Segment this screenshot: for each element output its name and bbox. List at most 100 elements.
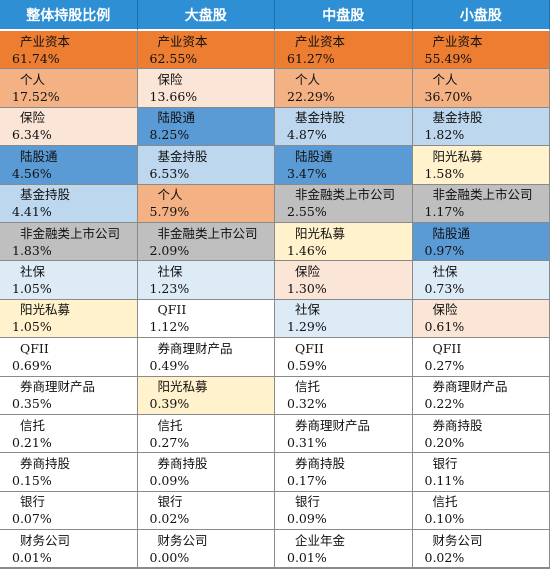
table-cell-mid-cap: 企业年金 0.01% <box>275 530 413 569</box>
table-cell-small-cap: 非金融类上市公司 1.17% <box>412 184 550 223</box>
table-cell-overall: 社保 1.05% <box>0 261 138 300</box>
holder-type-label: 基金持股 <box>20 187 71 203</box>
table-cell-large-cap: 个人 5.79% <box>137 184 275 223</box>
holder-type-label: QFII <box>20 340 49 356</box>
holding-percentage: 0.97% <box>424 242 465 258</box>
table-cell-small-cap: 陆股通 0.97% <box>412 222 550 262</box>
table-cell-large-cap: 券商持股 0.09% <box>137 453 275 492</box>
table-cell-large-cap: 产业资本 62.55% <box>137 31 275 70</box>
holding-percentage: 4.56% <box>12 165 52 181</box>
column-header-mid-cap: 中盘股 <box>275 0 413 31</box>
holding-percentage: 1.29% <box>287 319 327 335</box>
holder-type-label: 财务公司 <box>157 532 208 548</box>
holder-type-label: 非金融类上市公司 <box>20 225 121 241</box>
holding-percentage: 2.55% <box>287 204 327 220</box>
holding-percentage: 6.34% <box>12 127 52 143</box>
holding-percentage: 55.49% <box>424 50 473 66</box>
table-cell-overall: 产业资本 61.74% <box>0 31 138 70</box>
table-cell-small-cap: 产业资本 55.49% <box>412 31 550 70</box>
holding-percentage: 0.39% <box>149 396 190 412</box>
holder-type-label: 券商理财产品 <box>432 379 508 395</box>
table-cell-large-cap: QFII 1.12% <box>137 299 275 339</box>
table-cell-mid-cap: 阳光私募 1.46% <box>275 222 413 262</box>
holding-percentage: 0.22% <box>424 396 465 412</box>
table-cell-large-cap: 非金融类上市公司 2.09% <box>137 222 275 262</box>
table-cell-mid-cap: 非金融类上市公司 2.55% <box>275 184 413 223</box>
holding-percentage: 0.10% <box>424 511 465 527</box>
holding-percentage: 0.02% <box>149 511 190 527</box>
table-cell-small-cap: 券商理财产品 0.22% <box>412 376 550 415</box>
holding-percentage: 8.25% <box>149 127 190 143</box>
table-cell-mid-cap: 个人 22.29% <box>275 69 413 108</box>
table-cell-small-cap: QFII 0.27% <box>412 338 550 377</box>
holder-type-label: 非金融类上市公司 <box>295 187 396 203</box>
table-cell-overall: 银行 0.07% <box>0 491 138 531</box>
holding-percentage: 17.52% <box>12 89 60 105</box>
holder-type-label: 信托 <box>157 417 183 433</box>
holder-type-label: 信托 <box>432 494 458 510</box>
holding-percentage: 0.01% <box>12 549 52 565</box>
column-header-overall: 整体持股比例 <box>0 0 138 31</box>
table-cell-overall: 财务公司 0.01% <box>0 530 138 569</box>
table-cell-large-cap: 阳光私募 0.39% <box>137 376 275 415</box>
holder-type-label: 保险 <box>157 72 183 88</box>
holding-percentage: 1.82% <box>424 127 465 143</box>
holding-percentage: 3.47% <box>287 165 327 181</box>
holder-type-label: QFII <box>157 302 187 318</box>
holding-percentage: 0.00% <box>149 549 190 565</box>
table-cell-small-cap: 社保 0.73% <box>412 261 550 300</box>
table-cell-large-cap: 信托 0.27% <box>137 414 275 454</box>
holder-type-label: 产业资本 <box>157 33 208 49</box>
holding-percentage: 1.58% <box>424 165 465 181</box>
holder-type-label: 基金持股 <box>157 148 208 164</box>
holding-percentage: 0.02% <box>424 549 465 565</box>
holder-type-label: 阳光私募 <box>20 302 71 318</box>
holding-percentage: 1.12% <box>149 319 190 335</box>
holder-type-label: 保险 <box>295 264 321 280</box>
holding-percentage: 1.23% <box>149 281 190 297</box>
holder-type-label: 陆股通 <box>157 110 196 126</box>
holding-percentage: 0.09% <box>149 472 190 488</box>
holding-percentage: 0.59% <box>287 357 327 373</box>
holding-percentage: 0.20% <box>424 434 465 450</box>
table-cell-small-cap: 银行 0.11% <box>412 453 550 492</box>
holding-percentage: 62.55% <box>149 50 198 66</box>
table-cell-overall: 信托 0.21% <box>0 414 138 454</box>
holder-type-label: 产业资本 <box>295 33 346 49</box>
column-header-small-cap: 小盘股 <box>412 0 550 31</box>
holder-type-label: 非金融类上市公司 <box>157 225 258 241</box>
holding-percentage: 1.05% <box>12 319 52 335</box>
table-cell-overall: 券商持股 0.15% <box>0 453 138 492</box>
holding-percentage: 4.41% <box>12 204 52 220</box>
table-cell-mid-cap: 券商持股 0.17% <box>275 453 413 492</box>
table-cell-small-cap: 财务公司 0.02% <box>412 530 550 569</box>
holder-type-label: 社保 <box>157 264 183 280</box>
table-cell-large-cap: 券商理财产品 0.49% <box>137 338 275 377</box>
table-cell-mid-cap: 保险 1.30% <box>275 261 413 300</box>
holder-type-label: 陆股通 <box>432 225 471 241</box>
holder-type-label: 陆股通 <box>20 148 58 164</box>
holding-percentage: 1.30% <box>287 281 327 297</box>
holder-type-label: 券商理财产品 <box>295 417 371 433</box>
holder-type-label: 阳光私募 <box>432 148 483 164</box>
holding-percentage: 13.66% <box>149 89 198 105</box>
holding-percentage: 1.46% <box>287 242 327 258</box>
holding-percentage: 0.11% <box>424 472 465 488</box>
holding-percentage: 0.35% <box>12 396 52 412</box>
holding-percentage: 0.49% <box>149 357 190 373</box>
holder-type-label: 保险 <box>432 302 458 318</box>
holding-percentage: 0.15% <box>12 472 52 488</box>
holder-type-label: 券商理财产品 <box>20 379 96 395</box>
table-cell-mid-cap: 陆股通 3.47% <box>275 146 413 185</box>
holder-type-label: 产业资本 <box>20 33 71 49</box>
table-cell-large-cap: 保险 13.66% <box>137 69 275 108</box>
holding-percentage: 0.17% <box>287 472 327 488</box>
holding-percentage: 61.74% <box>12 50 60 66</box>
holder-type-label: 陆股通 <box>295 148 333 164</box>
holder-type-label: 保险 <box>20 110 46 126</box>
holding-percentage: 0.07% <box>12 511 52 527</box>
table-cell-mid-cap: 券商理财产品 0.31% <box>275 414 413 454</box>
holding-percentage: 0.27% <box>149 434 190 450</box>
table-cell-small-cap: 阳光私募 1.58% <box>412 146 550 185</box>
